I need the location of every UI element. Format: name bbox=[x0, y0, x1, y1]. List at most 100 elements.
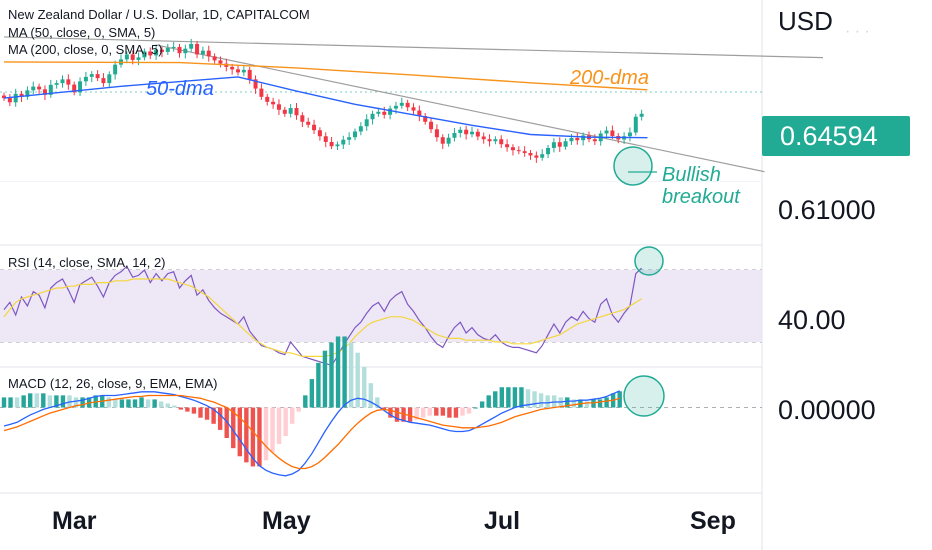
macd-histogram-bar bbox=[362, 366, 367, 408]
breakout-circle bbox=[613, 146, 653, 186]
macd-histogram-bar bbox=[60, 395, 66, 408]
moving-averages bbox=[3, 61, 648, 139]
candle-down bbox=[557, 142, 562, 147]
macd-histogram-bar bbox=[453, 407, 459, 418]
macd-histogram-bar bbox=[348, 342, 354, 408]
macd-histogram-bar bbox=[309, 379, 315, 408]
macd-histogram-bar bbox=[368, 383, 373, 408]
macd-histogram-bar bbox=[211, 407, 216, 424]
macd-histogram-bar bbox=[217, 407, 223, 430]
candle-down bbox=[101, 78, 106, 84]
macd-histogram-bar bbox=[303, 395, 308, 408]
candle-down bbox=[253, 79, 258, 89]
macd-histogram-bar bbox=[519, 387, 524, 408]
candle-up bbox=[136, 57, 141, 60]
rsi-tick-label: 40.00 bbox=[778, 305, 846, 335]
candle-down bbox=[2, 95, 6, 99]
candle-up bbox=[60, 79, 65, 84]
macd-histogram-bar bbox=[545, 395, 550, 408]
candle-up bbox=[470, 131, 474, 135]
macd-histogram-bar bbox=[290, 407, 295, 424]
candle-up bbox=[376, 111, 381, 114]
macd-histogram-bar bbox=[466, 407, 472, 414]
macd-histogram-bar bbox=[191, 407, 197, 414]
candle-down bbox=[312, 124, 317, 131]
macd-histogram-bar bbox=[73, 397, 79, 408]
candle-up bbox=[54, 83, 59, 85]
last-price-tag[interactable] bbox=[762, 116, 910, 156]
candle-up bbox=[370, 113, 375, 120]
macd-histogram-bar bbox=[231, 407, 236, 449]
candle-up bbox=[142, 51, 147, 58]
candle-down bbox=[271, 101, 276, 105]
macd-histogram-bar bbox=[486, 395, 491, 408]
chart-title: New Zealand Dollar / U.S. Dollar, 1D, CA… bbox=[8, 7, 310, 22]
candle-down bbox=[195, 43, 200, 55]
candle-down bbox=[417, 110, 422, 117]
candle-down bbox=[522, 151, 527, 153]
macd-histogram-bar bbox=[322, 350, 328, 408]
candle-down bbox=[259, 88, 264, 97]
candle-up bbox=[546, 147, 551, 155]
candle-up bbox=[452, 132, 457, 138]
macd-histogram-bar bbox=[460, 407, 465, 416]
candle-down bbox=[294, 108, 299, 116]
candle-down bbox=[434, 129, 439, 138]
candle-down bbox=[130, 54, 135, 60]
signal-line bbox=[3, 394, 620, 470]
candle-up bbox=[165, 47, 170, 52]
candle-down bbox=[405, 102, 410, 108]
candle-down bbox=[505, 144, 510, 148]
time-label-may: May bbox=[262, 507, 311, 535]
price-tick-label: 0.61000 bbox=[778, 195, 876, 225]
candle-down bbox=[218, 60, 223, 64]
candle-up bbox=[189, 43, 194, 49]
time-label-mar: Mar bbox=[52, 507, 97, 535]
candle-down bbox=[323, 136, 328, 142]
candle-up bbox=[627, 132, 632, 137]
candle-up bbox=[124, 54, 129, 60]
candle-up bbox=[288, 108, 293, 114]
macd-histogram-bar bbox=[14, 397, 20, 408]
macd-histogram-bar bbox=[159, 401, 164, 408]
candle-up bbox=[113, 64, 118, 75]
last-price-value: 0.64594 bbox=[780, 121, 878, 151]
candle-down bbox=[317, 130, 322, 137]
candle-down bbox=[528, 152, 533, 156]
macd-histogram-bar bbox=[139, 397, 144, 408]
macd-histogram-bar bbox=[407, 407, 413, 422]
macd-histogram-bar bbox=[499, 387, 504, 408]
candle-up bbox=[388, 108, 393, 115]
ma200-legend: MA (200, close, 0, SMA, 5) bbox=[8, 42, 163, 57]
candle-up bbox=[89, 74, 94, 77]
candle-down bbox=[499, 139, 504, 145]
macd-histogram-bar bbox=[276, 407, 282, 445]
candle-down bbox=[247, 69, 252, 80]
macd-histogram-bar bbox=[447, 407, 452, 418]
candle-down bbox=[66, 79, 71, 85]
macd-histogram-bar bbox=[525, 389, 531, 408]
macd-histogram-bar bbox=[316, 362, 321, 408]
candle-down bbox=[276, 104, 281, 110]
macd-histogram-bar bbox=[237, 407, 242, 457]
candle-up bbox=[563, 141, 568, 147]
candle-down bbox=[72, 84, 77, 93]
macd-histogram-bar bbox=[8, 397, 13, 408]
candles[interactable] bbox=[2, 38, 644, 163]
macd-tick-label: 0.00000 bbox=[778, 395, 876, 425]
macd-histogram-bar bbox=[434, 407, 439, 416]
candle-up bbox=[493, 139, 498, 142]
macd-histogram-bar bbox=[571, 399, 577, 408]
candle-down bbox=[212, 56, 217, 61]
macd-histogram-bar bbox=[597, 399, 603, 408]
macd-histogram-bar bbox=[257, 407, 262, 467]
candle-down bbox=[440, 137, 445, 144]
macd-histogram-bar bbox=[165, 403, 170, 408]
currency-ghost-ticks: · · · bbox=[845, 23, 870, 40]
macd-histogram-bar bbox=[145, 399, 151, 408]
candle-down bbox=[230, 66, 235, 70]
macd-histogram-bar bbox=[296, 407, 301, 412]
macd-histogram-bar bbox=[440, 407, 446, 416]
candle-up bbox=[569, 137, 574, 142]
